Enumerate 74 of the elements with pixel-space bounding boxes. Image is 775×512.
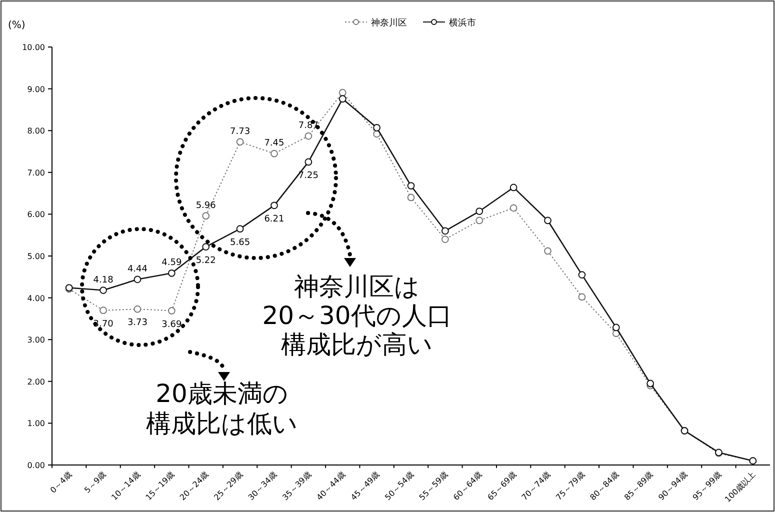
annotation: 構成比が高い [281, 330, 433, 359]
data-label: 4.44 [127, 264, 148, 274]
x-tick-label: 35～39歳 [280, 470, 313, 502]
annotation: 20歳未満の [156, 379, 288, 408]
point [373, 124, 381, 132]
y-tick-label: 5.00 [27, 252, 45, 261]
x-tick-label: 10～14歳 [110, 470, 142, 502]
x-tick-label: 65～69歳 [486, 470, 518, 502]
data-label: 5.96 [196, 200, 216, 211]
data-label: 7.73 [230, 126, 250, 137]
data-label: 7.45 [264, 138, 284, 149]
y-tick-label: 1.00 [27, 419, 45, 428]
y-tick-label: 0.00 [27, 461, 45, 470]
data-label: 5.65 [230, 238, 250, 248]
data-label: 5.22 [196, 256, 216, 266]
data-label: 3.73 [127, 318, 148, 328]
point [407, 182, 415, 190]
point [510, 204, 518, 212]
x-tick-label: 45～49歳 [349, 470, 382, 502]
point [100, 306, 107, 314]
legend-label: 横浜市 [449, 18, 476, 28]
x-tick-label: 55～59歳 [418, 470, 450, 502]
point [544, 216, 552, 224]
x-tick-label: 30～34歳 [246, 470, 279, 502]
y-tick-label: 7.00 [27, 168, 45, 178]
y-tick-label: 2.00 [27, 377, 45, 386]
point [476, 216, 484, 224]
x-tick-label: 60～64歳 [452, 470, 484, 502]
x-tick-label: 15～19歳 [144, 470, 176, 502]
point [338, 88, 346, 96]
y-tick-label: 4.00 [27, 294, 45, 303]
point [544, 247, 552, 255]
data-label: 4.59 [162, 258, 182, 268]
x-tick-label: 25～29歳 [212, 470, 244, 502]
point [441, 227, 449, 235]
point [100, 286, 107, 294]
x-tick-label: 80～84歳 [588, 470, 621, 502]
y-tick-label: 8.00 [27, 126, 45, 136]
legend-label: 神奈川区 [371, 18, 407, 28]
y-tick-label: 3.00 [27, 336, 45, 345]
x-tick-label: 50～54歳 [383, 470, 416, 502]
point [441, 236, 449, 243]
point [510, 184, 518, 192]
data-label: 4.18 [93, 275, 114, 286]
x-tick-label: 20～24歳 [178, 470, 210, 502]
x-tick-label: 100歳以上 [723, 470, 758, 504]
y-axis-title: (%) [8, 20, 26, 31]
y-tick-label: 10.00 [22, 43, 45, 52]
point [134, 276, 142, 284]
annotation: 構成比は低い [146, 409, 298, 438]
point [578, 293, 586, 301]
point [168, 269, 176, 277]
point [338, 95, 346, 103]
y-tick-label: 6.00 [27, 210, 45, 220]
x-tick-label: 90～94歳 [656, 470, 689, 502]
x-tick-label: 70～74歳 [520, 470, 552, 502]
x-tick-label: 0～4歳 [48, 470, 74, 495]
point [476, 208, 484, 215]
point [578, 271, 586, 279]
point [168, 307, 176, 314]
annotation: 神奈川区は [294, 272, 420, 301]
y-tick-label: 9.00 [27, 84, 45, 94]
x-tick-label: 85～89歳 [622, 470, 655, 502]
x-tick-label: 40～44歳 [314, 470, 348, 502]
point [612, 324, 620, 332]
data-label: 7.25 [298, 170, 318, 181]
data-label: 3.69 [162, 320, 182, 330]
x-tick-label: 5～9歳 [82, 470, 108, 495]
point [407, 194, 415, 202]
x-tick-label: 95～99歳 [691, 470, 724, 502]
data-label: 6.21 [264, 214, 284, 224]
x-tick-label: 75～79歳 [554, 470, 586, 502]
annotation: 20～30代の人口 [262, 301, 452, 330]
point [134, 305, 142, 313]
